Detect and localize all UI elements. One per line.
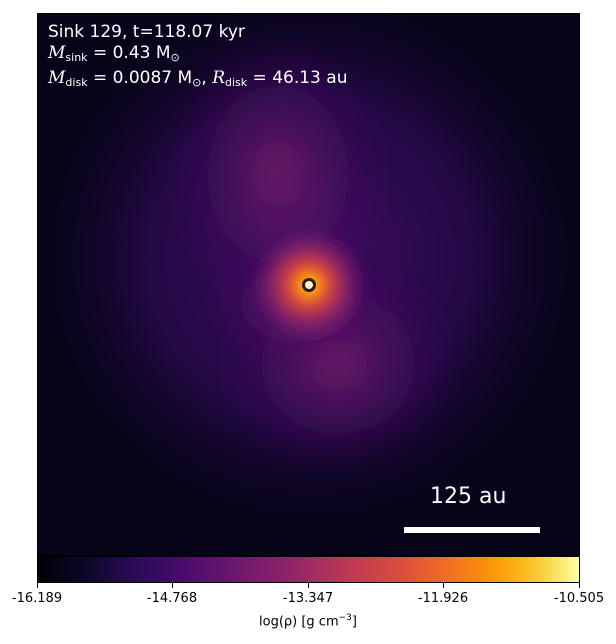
colorbar-tick-label: -14.768 — [146, 591, 198, 606]
scale-bar-label: 125 au — [430, 484, 507, 509]
disk-properties-line: Mdisk = 0.0087 M⊙, Rdisk = 46.13 au — [48, 68, 348, 89]
sink-particle-marker — [302, 278, 316, 292]
sink-info-annotation: Sink 129, t=118.07 kyr Msink = 0.43 M⊙ M… — [48, 22, 347, 93]
colorbar-tick — [443, 583, 444, 588]
colorbar-tick-label: -16.189 — [11, 591, 63, 606]
colorbar-tick — [308, 583, 309, 588]
colorbar-label: log(ρ) [g cm−3] — [259, 613, 357, 630]
scale-bar — [404, 527, 540, 533]
colorbar-tick — [172, 583, 173, 588]
sink-title: Sink 129, t=118.07 kyr — [48, 22, 245, 42]
colorbar-tick-label: -13.347 — [282, 591, 334, 606]
density-map-panel: Sink 129, t=118.07 kyr Msink = 0.43 M⊙ M… — [37, 13, 580, 556]
colorbar — [37, 556, 580, 583]
colorbar-tick — [579, 583, 580, 588]
sink-mass-line: Msink = 0.43 M⊙ — [48, 43, 180, 64]
density-map — [38, 14, 579, 555]
colorbar-tick-label: -10.505 — [553, 591, 605, 606]
colorbar-tick — [37, 583, 38, 588]
colorbar-tick-label: -11.926 — [417, 591, 469, 606]
